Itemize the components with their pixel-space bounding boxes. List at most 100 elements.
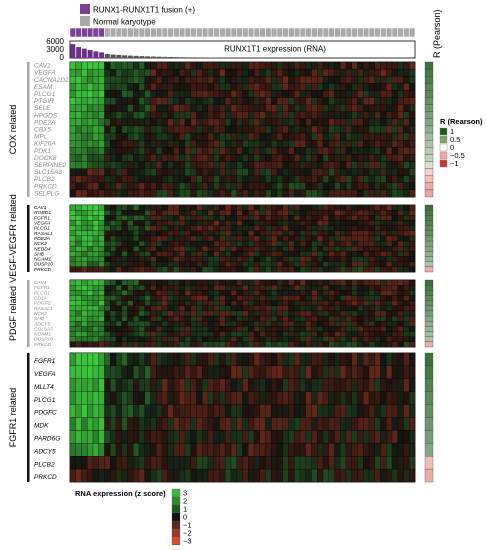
heatmap-cell: [288, 261, 295, 267]
heatmap-cell: [225, 225, 232, 231]
heatmap-cell: [230, 336, 237, 342]
heatmap-cell: [161, 118, 168, 127]
heatmap-cell: [150, 251, 157, 257]
heatmap-cell: [276, 235, 283, 242]
heatmap-cell: [92, 321, 99, 327]
heatmap-cell: [334, 83, 341, 91]
heatmap-cell: [225, 365, 232, 379]
heatmap-cell: [98, 125, 105, 134]
heatmap-cell: [81, 290, 88, 296]
heatmap-cell: [299, 430, 306, 444]
karyotype-cell: [92, 27, 100, 38]
heatmap-cell: [380, 118, 387, 127]
heatmap-cell: [294, 147, 301, 155]
heatmap-cell: [380, 154, 387, 162]
heatmap-cell: [98, 443, 105, 457]
heatmap-cell: [322, 295, 329, 301]
heatmap-cell: [311, 443, 318, 457]
heatmap-cell: [115, 189, 122, 198]
heatmap-cell: [248, 300, 255, 306]
heatmap-cell: [397, 300, 404, 306]
heatmap-cell: [294, 246, 301, 252]
heatmap-cell: [397, 68, 404, 77]
heatmap-cell: [351, 285, 358, 291]
heatmap-cell: [92, 83, 99, 91]
karyotype-cell: [345, 27, 353, 38]
heatmap-cell: [104, 215, 111, 221]
heatmap-cell: [294, 391, 301, 405]
heatmap-cell: [248, 468, 255, 483]
heatmap-cell: [75, 111, 82, 119]
heatmap-cell: [81, 341, 88, 348]
heatmap-cell: [138, 230, 145, 237]
heatmap-cell: [380, 175, 387, 183]
heatmap-cell: [69, 310, 76, 317]
heatmap-cell: [409, 352, 416, 367]
heatmap-cell: [328, 61, 335, 70]
heatmap-cell: [156, 300, 163, 306]
heatmap-cell: [288, 61, 295, 70]
heatmap-cell: [133, 168, 140, 176]
heatmap-cell: [179, 456, 186, 470]
heatmap-cell: [81, 220, 88, 226]
heatmap-cell: [110, 246, 117, 252]
heatmap-cell: [328, 125, 335, 134]
heatmap-cell: [87, 76, 94, 84]
heatmap-cell: [196, 125, 203, 134]
karyotype-cell: [408, 27, 416, 38]
heatmap-cell: [380, 90, 387, 98]
heatmap-cell: [138, 111, 145, 119]
heatmap-cell: [259, 182, 266, 191]
heatmap-cell: [391, 315, 398, 322]
heatmap-cell: [156, 456, 163, 470]
heatmap-cell: [179, 256, 186, 262]
zscore-legend-label: 3: [183, 489, 187, 498]
heatmap-cell: [386, 365, 393, 379]
heatmap-cell: [345, 168, 352, 176]
heatmap-cell: [213, 295, 220, 301]
heatmap-cell: [357, 220, 364, 226]
heatmap-cell: [133, 261, 140, 267]
heatmap-cell: [144, 161, 151, 169]
heatmap-cell: [196, 246, 203, 252]
heatmap-cell: [242, 220, 249, 226]
heatmap-cell: [242, 326, 249, 332]
karyotype-cell: [276, 27, 284, 38]
heatmap-cell: [190, 182, 197, 191]
heatmap-cell: [397, 321, 404, 327]
group-bracket: [27, 62, 30, 197]
heatmap-cell: [380, 285, 387, 291]
pearson-cell: [424, 97, 434, 105]
heatmap-cell: [121, 321, 128, 327]
heatmap-cell: [253, 125, 260, 134]
heatmap-cell: [121, 295, 128, 301]
heatmap-cell: [225, 210, 232, 216]
heatmap-cell: [317, 321, 324, 327]
heatmap-cell: [391, 125, 398, 134]
heatmap-cell: [87, 285, 94, 291]
heatmap-cell: [363, 279, 370, 286]
heatmap-cell: [363, 97, 370, 105]
heatmap-cell: [121, 111, 128, 119]
heatmap-cell: [340, 154, 347, 162]
heatmap-cell: [363, 251, 370, 257]
gene-label: SERPINE2: [34, 162, 67, 169]
heatmap-cell: [179, 175, 186, 183]
heatmap-cell: [242, 336, 249, 342]
heatmap-cell: [138, 336, 145, 342]
heatmap-cell: [409, 456, 416, 470]
heatmap-cell: [98, 251, 105, 257]
heatmap-cell: [87, 90, 94, 98]
heatmap-cell: [328, 161, 335, 169]
heatmap-cell: [340, 456, 347, 470]
heatmap-cell: [345, 352, 352, 367]
heatmap-cell: [282, 326, 289, 332]
heatmap-cell: [351, 215, 358, 221]
heatmap-cell: [351, 468, 358, 483]
heatmap-cell: [133, 468, 140, 483]
karyotype-cell: [259, 27, 266, 38]
heatmap-cell: [133, 246, 140, 252]
heatmap-cell: [150, 352, 157, 367]
heatmap-cell: [386, 147, 393, 155]
pearson-legend: R (Rearson) 10.50−0.5−1: [439, 117, 483, 168]
